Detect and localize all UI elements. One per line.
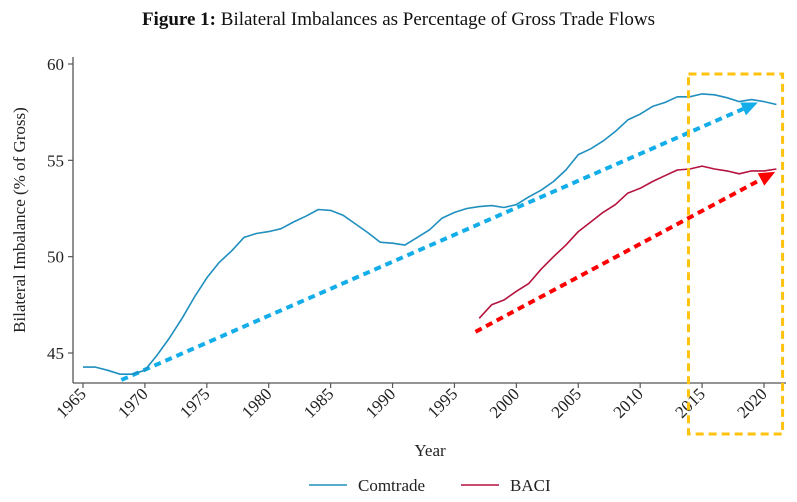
annotations [120, 102, 776, 382]
series-line-baci [478, 165, 777, 319]
x-axis-label: Year [414, 441, 446, 460]
y-tick-label: 60 [47, 55, 64, 74]
x-tick-label: 1980 [238, 384, 275, 421]
y-tick-label: 45 [47, 344, 64, 363]
x-tick-label: 2005 [548, 384, 585, 421]
x-tick-label: 2010 [610, 384, 647, 421]
y-axis-label: Bilateral Imbalance (% of Gross) [10, 107, 29, 333]
series-line-comtrade [83, 93, 777, 376]
x-tick-label: 2015 [671, 384, 708, 421]
series-lines [82, 93, 777, 376]
x-tick-label: 2000 [486, 384, 523, 421]
figure-label: Figure 1: [141, 9, 217, 30]
legend-label-baci: BACI [510, 476, 551, 495]
baci-trend-arrowhead-icon [757, 171, 776, 186]
baci-trend-arrow-line [474, 177, 762, 334]
legend-label-comtrade: Comtrade [358, 476, 425, 495]
highlight-layer [686, 72, 785, 436]
x-tick-label: 2020 [733, 384, 770, 421]
x-tick-label: 1965 [52, 384, 89, 421]
axes: 45 50 55 60 1965 1970 1975 1980 1985 1990 1995 2000… [47, 55, 786, 422]
legend: Comtrade BACI [309, 476, 551, 495]
x-tick-label: 1985 [300, 384, 337, 421]
x-tick-label: 1970 [114, 384, 151, 421]
x-tick-label: 1995 [424, 384, 461, 421]
y-tick-label: 55 [47, 151, 64, 170]
x-tick-label: 1975 [176, 384, 213, 421]
title-text: Bilateral Imbalances as Percentage of Gr… [220, 9, 656, 30]
comtrade-trend-arrowhead-icon [740, 102, 758, 116]
chart-title: Figure 1: Bilateral Imbalances as Percen… [0, 9, 797, 31]
y-tick-label: 50 [47, 248, 64, 267]
comtrade-trend-arrow-line [120, 107, 744, 382]
x-tick-label: 1990 [362, 384, 399, 421]
highlight-box [686, 72, 785, 436]
